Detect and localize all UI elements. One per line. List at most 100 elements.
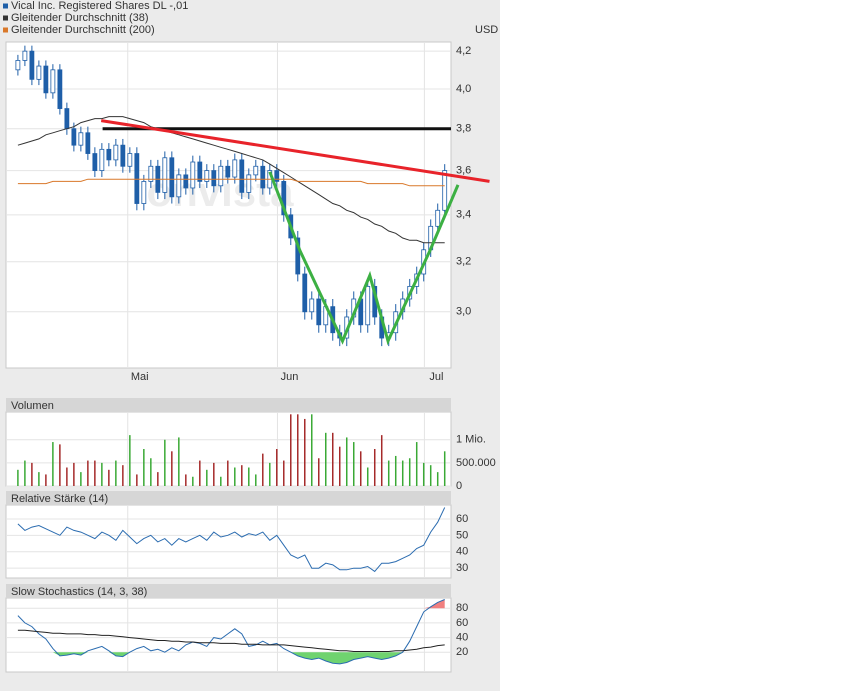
volume-bar	[185, 474, 187, 486]
plot-area	[5, 504, 452, 579]
candle-body	[134, 153, 140, 204]
y-tick-label: 40	[456, 631, 468, 643]
line-series	[17, 178, 445, 187]
volume-bar	[408, 458, 411, 486]
candle-body	[169, 157, 175, 198]
candle-body	[239, 159, 245, 193]
panel-title: Relative Stärke (14)	[11, 493, 108, 505]
panel-title: Volumen	[11, 400, 54, 412]
candle-body	[197, 161, 203, 182]
y-tick-label: 60	[456, 513, 468, 525]
candle-body	[295, 237, 301, 275]
candle-body	[148, 165, 154, 182]
volume-bar	[129, 435, 131, 486]
unit-label: USD	[475, 24, 498, 36]
volume-bar	[339, 446, 341, 486]
volume-bar	[394, 455, 397, 486]
volume-bar	[269, 462, 271, 486]
x-tick-label: Mai	[131, 371, 149, 383]
volume-bar	[143, 449, 145, 486]
volume-bar	[325, 432, 327, 486]
x-tick-label: Jul	[429, 371, 443, 383]
panel-title: Slow Stochastics (14, 3, 38)	[11, 586, 147, 598]
volume-bar	[318, 458, 320, 486]
volume-bar	[387, 460, 390, 486]
candle-body	[253, 165, 259, 176]
volume-bar	[443, 451, 446, 486]
candle-body	[64, 108, 70, 130]
y-tick-label: 50	[456, 529, 468, 541]
candle-body	[120, 144, 126, 167]
candle-body	[78, 132, 84, 146]
candle-body	[22, 50, 28, 61]
legend-label: Vical Inc. Registered Shares DL -,01	[11, 0, 188, 12]
candle-body	[162, 157, 168, 193]
candle-body	[183, 174, 189, 189]
volume-bar	[352, 442, 355, 486]
panel-header	[6, 398, 451, 412]
line-series	[17, 507, 446, 573]
y-tick-label: 3,6	[456, 164, 471, 176]
candle-body	[50, 69, 56, 94]
candle-body	[29, 50, 35, 80]
candle-body	[225, 165, 231, 178]
volume-bar	[227, 460, 229, 486]
y-tick-label: 3,8	[456, 123, 471, 135]
volume-bar	[87, 460, 89, 486]
candle-body	[365, 285, 371, 326]
trend-line	[100, 119, 490, 183]
candle-body	[316, 298, 322, 326]
volume-bar	[297, 414, 299, 486]
y-tick-label: 80	[456, 602, 468, 614]
volume-bar	[283, 460, 285, 486]
line-series	[17, 599, 445, 665]
volume-bar	[345, 437, 348, 486]
volume-bar	[38, 472, 40, 486]
volume-bar	[24, 460, 26, 486]
volume-bar	[45, 474, 47, 486]
volume-bar	[332, 432, 334, 486]
volume-bar	[255, 474, 257, 486]
oversold-fill	[290, 652, 403, 664]
volume-bar	[52, 442, 54, 486]
volume-bar	[213, 462, 215, 486]
volume-bar	[220, 476, 222, 486]
candle-body	[246, 174, 252, 193]
volume-bar	[422, 462, 425, 486]
candle-body	[113, 144, 119, 161]
volume-bar	[164, 439, 166, 486]
line-series	[17, 629, 445, 652]
legend-swatch	[3, 27, 8, 33]
volume-bar	[199, 460, 201, 486]
volume-bar	[290, 414, 292, 486]
volume-bar	[234, 467, 236, 486]
candle-body	[92, 153, 98, 171]
plot-area	[5, 597, 452, 673]
candle-body	[99, 148, 105, 171]
y-tick-label: 3,0	[456, 306, 471, 318]
volume-bar	[401, 460, 404, 486]
volume-bar	[17, 469, 19, 486]
y-tick-label: 60	[456, 617, 468, 629]
x-tick-label: Jun	[281, 371, 299, 383]
volume-bar	[206, 469, 208, 486]
y-tick-label: 4,0	[456, 83, 471, 95]
volume-bar	[80, 472, 82, 486]
volume-bar	[262, 453, 264, 486]
volume-bar	[192, 476, 194, 486]
volume-bar	[150, 458, 152, 486]
volume-bar	[436, 472, 439, 486]
volume-bar	[241, 465, 243, 486]
volume-bar	[304, 418, 306, 486]
candle-body	[281, 181, 287, 216]
volume-bar	[66, 467, 68, 486]
volume-bar	[429, 465, 432, 486]
candle-body	[43, 65, 49, 94]
candle-body	[274, 170, 280, 182]
legend-swatch	[3, 15, 8, 21]
candle-body	[127, 153, 133, 167]
candle-body	[260, 165, 266, 189]
volume-bar	[415, 442, 418, 486]
y-tick-label: 3,2	[456, 256, 471, 268]
candle-body	[106, 148, 112, 161]
